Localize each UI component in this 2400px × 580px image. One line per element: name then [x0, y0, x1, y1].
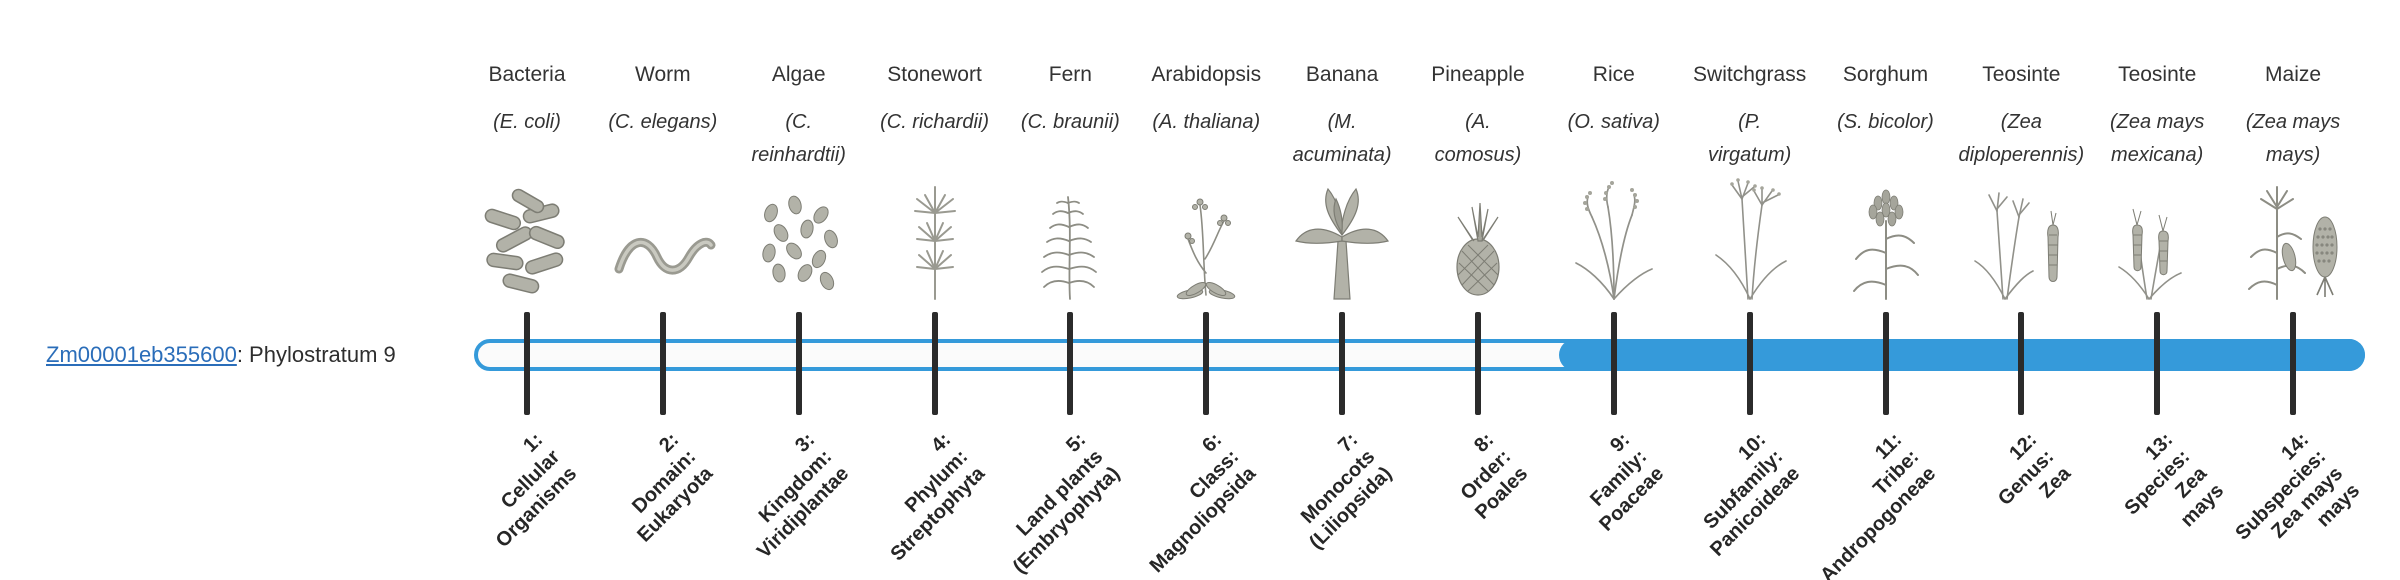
stratum-scientific-name: (C. reinhardtii) [751, 111, 846, 166]
stratum-scientific-name: (A. thaliana) [1152, 111, 1261, 133]
stratum-tick [1474, 312, 1481, 415]
maize-icon [2223, 165, 2363, 303]
gene-id-link[interactable]: Zm00001eb355600 [46, 342, 237, 367]
stratum-tick [1746, 312, 1753, 415]
stratum-common-name: Teosinte [1982, 63, 2061, 86]
arabidopsis-icon [1136, 165, 1276, 303]
stratum-scientific-name: (Zea mays mays) [2245, 111, 2341, 166]
stratum-common-name: Rice [1592, 63, 1635, 86]
stratum-common-name: Worm [635, 63, 691, 86]
fern-icon [1000, 165, 1140, 303]
stratum-tick [1067, 312, 1074, 415]
gene-phylostratum-text: : Phylostratum 9 [236, 342, 396, 367]
stratum-scientific-name: (Zea diploperennis) [1958, 111, 2085, 166]
stratum-tick [1882, 312, 1889, 415]
stratum-common-name: Switchgrass [1693, 63, 1807, 86]
stratum-scientific-name: (O. sativa) [1567, 111, 1660, 133]
stratum-scientific-name: (A. comosus) [1434, 111, 1522, 166]
stratum-tick [659, 312, 666, 415]
stratum-tick [1339, 312, 1346, 415]
rice-icon [1544, 165, 1684, 303]
stratum-common-name: Sorghum [1842, 63, 1929, 86]
gene-label: Zm00001eb355600: Phylostratum 9 [46, 341, 396, 369]
sorghum-icon [1816, 165, 1956, 303]
stratum-common-name: Bacteria [488, 63, 566, 86]
phylostratum-bar-fill [1559, 339, 2365, 371]
stratum-scientific-name: (P. virgatum) [1707, 111, 1792, 166]
stratum-scientific-name: (C. richardii) [880, 111, 989, 133]
stratum-tick [795, 312, 802, 415]
stratum-scientific-name: (S. bicolor) [1837, 111, 1934, 133]
stratum-tick [1610, 312, 1617, 415]
bacteria-icon [457, 165, 597, 303]
switchgrass-icon [1680, 165, 1820, 303]
stratum-scientific-name: (M. acuminata) [1292, 111, 1392, 166]
stratum-common-name: Banana [1305, 63, 1379, 86]
stratum-common-name: Algae [771, 63, 826, 86]
stratum-common-name: Stonewort [887, 63, 982, 86]
stratum-common-name: Teosinte [2118, 63, 2197, 86]
stratum-scientific-name: (E. coli) [493, 111, 561, 133]
stratum-tick [2018, 312, 2025, 415]
stratum-scientific-name: (Zea mays mexicana) [2109, 111, 2205, 166]
stratum-common-name: Fern [1048, 63, 1092, 86]
stratum-scientific-name: (C. braunii) [1020, 111, 1120, 133]
pineapple-icon [1408, 165, 1548, 303]
stratum-tick [2290, 312, 2297, 415]
stratum-tick [2154, 312, 2161, 415]
stratum-tick [1203, 312, 1210, 415]
stratum-tick [524, 312, 530, 415]
teosinte-mexicana-icon [2087, 165, 2227, 303]
algae-icon [729, 165, 869, 303]
stratum-common-name: Maize [2265, 63, 2322, 86]
stratum-scientific-name: (C. elegans) [608, 111, 718, 133]
stratum-common-name: Pineapple [1431, 63, 1525, 86]
stratum-common-name: Arabidopsis [1151, 63, 1262, 86]
worm-icon [593, 165, 733, 303]
stonewort-icon [865, 165, 1005, 303]
banana-icon [1272, 165, 1412, 303]
teosinte-diploperennis-icon [1951, 165, 2091, 303]
stratum-tick [931, 312, 938, 415]
